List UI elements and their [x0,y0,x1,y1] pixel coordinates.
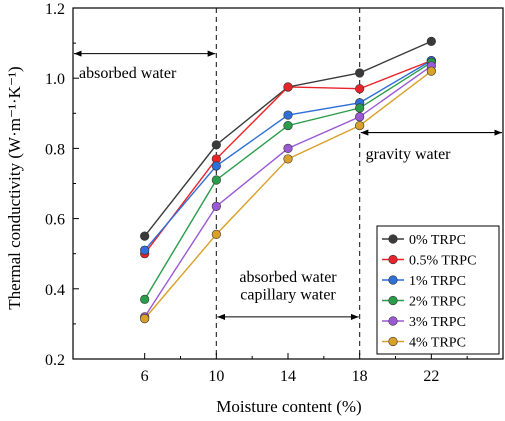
data-point [211,140,221,150]
legend-label: 0% TRPC [409,233,466,248]
data-point [140,314,150,324]
data-point [283,154,293,164]
x-tick-label: 10 [208,368,224,385]
y-axis-label: Thermal conductivity (W·m⁻¹·K⁻¹) [5,66,24,309]
data-point [140,294,150,304]
legend-label: 4% TRPC [409,336,466,351]
legend-swatch-marker [388,254,398,265]
legend-swatch-marker [388,316,398,326]
data-point [426,66,436,76]
x-tick-label: 18 [352,368,368,385]
data-point [140,245,150,255]
data-point [211,229,221,239]
data-point [211,175,221,185]
data-point [140,231,150,241]
y-tick-label: 0.6 [45,212,65,229]
region-label: gravity water [366,146,452,163]
data-point [283,82,293,92]
data-point [283,120,293,131]
x-tick-label: 14 [280,368,296,385]
y-tick-label: 1.2 [45,1,65,18]
data-point [355,120,365,131]
region-label: absorbed water [239,269,337,286]
legend-label: 3% TRPC [409,315,466,330]
y-tick-label: 1.0 [45,71,65,88]
legend-label: 0.5% TRPC [409,254,476,269]
data-point [211,201,221,211]
data-point [211,161,221,171]
legend: 0% TRPC 0.5% TRPC 1% TRPC 2% TRPC 3% TRPC 4% … [376,225,500,355]
legend-swatch-marker [388,275,398,285]
legend-label: 2% TRPC [409,295,466,310]
data-point [283,110,293,120]
legend-swatch-marker [388,295,398,306]
legend-swatch-marker [388,234,398,244]
data-point [355,84,365,94]
plot-area [140,8,436,359]
region-label: absorbed water [79,65,177,82]
x-tick-label: 6 [141,368,149,385]
x-axis-label: Moisture content (%) [216,397,361,416]
data-point [283,143,293,153]
legend-box [376,225,500,355]
region-label: capillary water [240,286,336,303]
y-tick-label: 0.8 [45,141,65,158]
axes: 6 10 14 18 22 0.2 0.4 0.6 0.8 1.0 1.2 [45,1,504,385]
y-tick-label: 0.2 [45,352,65,369]
data-point [355,103,365,113]
legend-label: 1% TRPC [409,274,466,289]
data-point [355,112,365,122]
data-point [355,68,365,78]
y-tick-label: 0.4 [45,282,65,299]
series-line [144,40,432,237]
data-point [426,36,436,46]
x-tick-label: 22 [423,368,439,385]
annotations: absorbed water gravity water absorbed wate… [74,50,502,320]
legend-swatch-marker [388,336,398,347]
